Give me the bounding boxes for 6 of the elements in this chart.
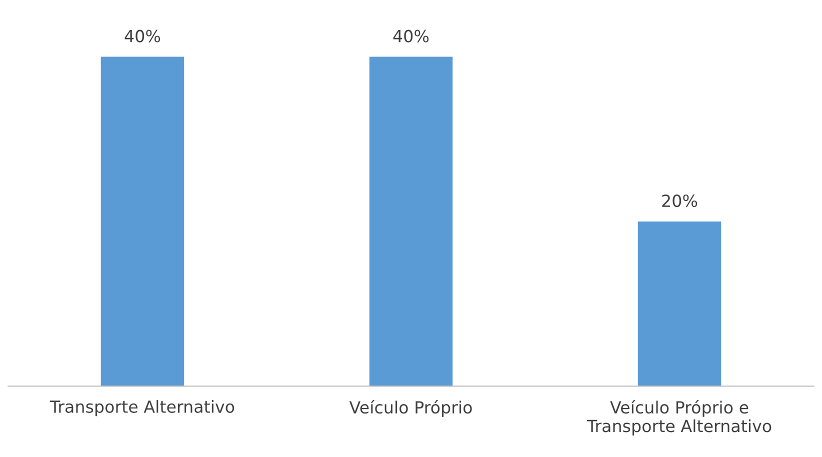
x-tick-label: Veículo Próprio	[349, 400, 472, 417]
data-label: 20%	[662, 194, 698, 208]
x-tick-label: Veículo Próprio e Transporte Alternativo	[586, 400, 772, 436]
data-label: 40%	[124, 30, 160, 42]
x-tick-label: Transporte Alternativo	[50, 400, 234, 416]
data-label: 40%	[393, 30, 429, 42]
